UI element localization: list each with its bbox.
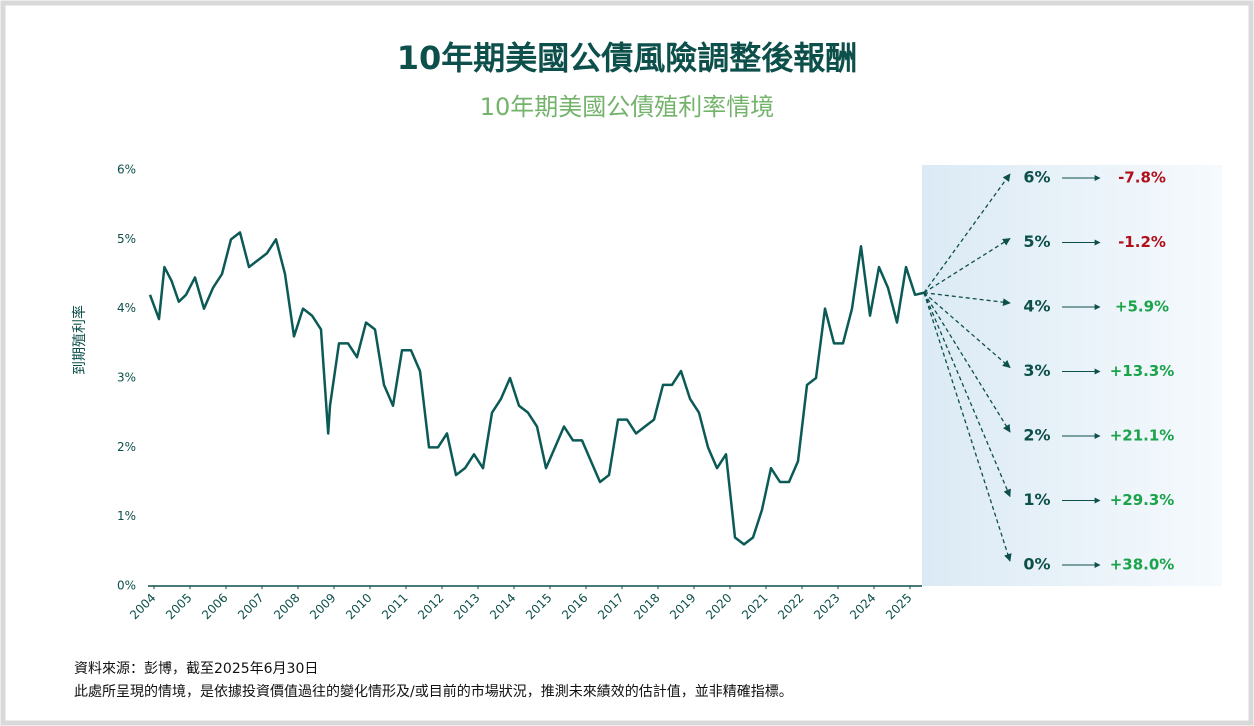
scenario-arrow: [923, 292, 1011, 498]
scenario-yield: 2%: [1023, 426, 1050, 445]
scenario-arrow: [923, 173, 1011, 294]
scenario-return: -7.8%: [1118, 169, 1166, 187]
y-tick-label: 2%: [117, 440, 136, 454]
scenario-yield: 0%: [1023, 555, 1050, 574]
disclaimer-note: 此處所呈現的情境，是依據投資價值過往的變化情形及/或目前的市場狀況，推測未來績效…: [74, 683, 793, 700]
y-tick-label: 1%: [117, 509, 136, 523]
scenario-return: +38.0%: [1110, 556, 1175, 574]
scenario-yield: 6%: [1023, 168, 1050, 187]
y-tick-label: 6%: [117, 163, 136, 177]
scenario-return: +21.1%: [1110, 427, 1175, 445]
scenario-yield: 5%: [1023, 232, 1050, 251]
y-tick-label: 3%: [117, 371, 136, 385]
scenario-return: +5.9%: [1115, 298, 1169, 316]
scenario-arrow: [923, 292, 1011, 307]
y-tick-label: 0%: [117, 579, 136, 593]
y-axis-label: 到期殖利率: [71, 305, 88, 375]
y-tick-label: 5%: [117, 232, 136, 246]
chart-title: 10年期美國公債風險調整後報酬: [397, 39, 858, 77]
scenario-arrow: [923, 292, 1011, 369]
scenario-yield: 1%: [1023, 490, 1050, 509]
chart-subtitle: 10年期美國公債殖利率情境: [480, 93, 775, 121]
scenario-yield: 4%: [1023, 297, 1050, 316]
scenario-arrow: [923, 292, 1012, 562]
scenario-return: +13.3%: [1110, 362, 1175, 380]
scenario-yield: 3%: [1023, 361, 1050, 380]
source-note: 資料來源：彭博，截至2025年6月30日: [74, 660, 318, 677]
scenario-arrow: [923, 292, 1011, 433]
y-tick-label: 4%: [117, 301, 136, 315]
scenario-return: -1.2%: [1118, 233, 1166, 251]
line-series: [148, 231, 925, 546]
scenario-arrow: [923, 237, 1011, 294]
scenario-return: +29.3%: [1110, 491, 1175, 509]
scenario-panel: [922, 165, 1222, 586]
